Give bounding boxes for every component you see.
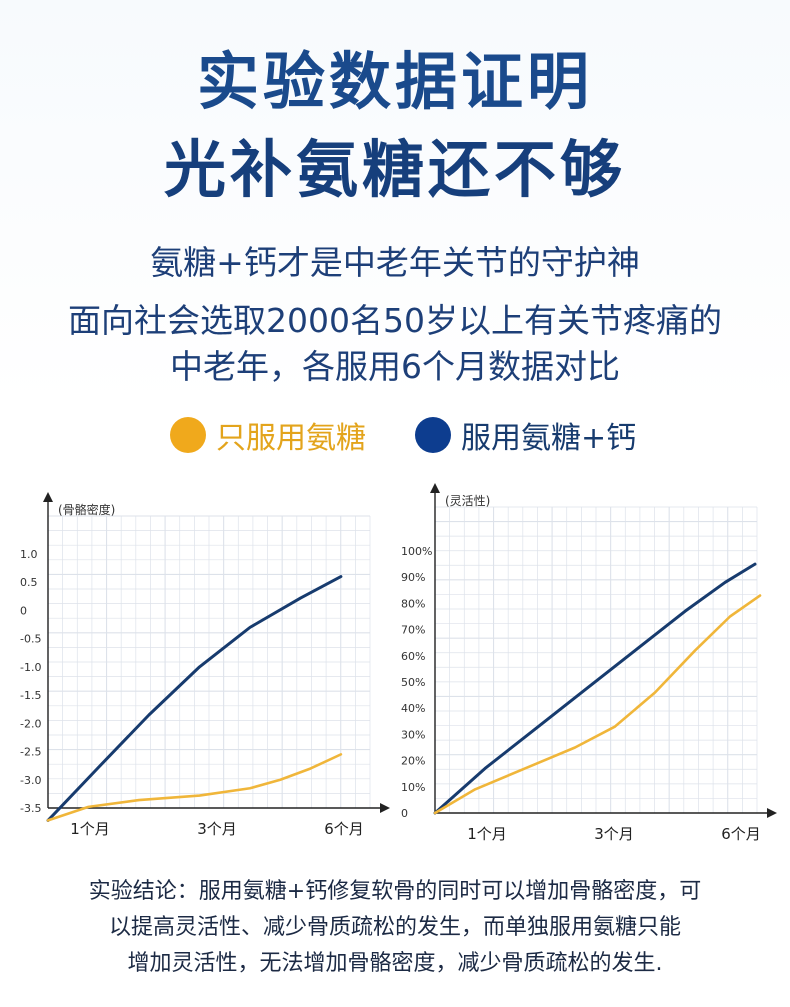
y-tick-label: -3.5 bbox=[20, 802, 41, 815]
y-axis-arrow bbox=[43, 492, 53, 502]
y-tick-label: 40% bbox=[401, 702, 425, 715]
legend-swatch-orange bbox=[170, 417, 206, 453]
y-tick-label: 70% bbox=[401, 624, 425, 637]
y-tick-label: -2.5 bbox=[20, 746, 41, 759]
x-tick-label: 6个月 bbox=[324, 820, 364, 838]
y-tick-label: 0 bbox=[401, 807, 408, 820]
legend-item-glucosamine-calcium: 服用氨糖+钙 bbox=[415, 410, 636, 460]
x-tick-label: 1个月 bbox=[70, 820, 110, 838]
page-title: 实验数据证明 bbox=[196, 45, 593, 118]
page-subtitle: 光补氨糖还不够 bbox=[163, 133, 626, 206]
legend-label: 服用氨糖+钙 bbox=[461, 421, 637, 456]
y-tick-label: 100% bbox=[401, 545, 432, 558]
chart-legend: 只服用氨糖 服用氨糖+钙 bbox=[0, 410, 790, 460]
legend-swatch-navy bbox=[415, 417, 451, 453]
y-tick-label: 50% bbox=[401, 676, 425, 689]
y-tick-label: 60% bbox=[401, 650, 425, 663]
y-tick-label: 90% bbox=[401, 571, 425, 584]
conclusion-line2: 以提高灵活性、减少骨质疏松的发生，而单独服用氨糖只能 bbox=[108, 915, 681, 940]
x-tick-label: 3个月 bbox=[594, 825, 634, 843]
y-tick-label: 1.0 bbox=[20, 548, 38, 561]
y-tick-label: 0 bbox=[20, 604, 27, 617]
y-tick-label: -0.5 bbox=[20, 633, 41, 646]
y-axis-label: (灵活性) bbox=[445, 494, 490, 508]
y-tick-label: 80% bbox=[401, 597, 425, 610]
y-tick-label: 0.5 bbox=[20, 576, 38, 589]
conclusion-line3: 增加灵活性，无法增加骨骼密度，减少骨质疏松的发生. bbox=[127, 951, 663, 976]
x-tick-label: 1个月 bbox=[467, 825, 507, 843]
series-line-navy bbox=[46, 575, 343, 822]
conclusion-line1: 实验结论：服用氨糖+钙修复软骨的同时可以增加骨骼密度，可 bbox=[88, 879, 702, 904]
legend-label: 只服用氨糖 bbox=[216, 421, 366, 456]
x-axis-arrow bbox=[767, 808, 777, 818]
y-tick-label: 20% bbox=[401, 755, 425, 768]
y-tick-label: -1.0 bbox=[20, 661, 41, 674]
y-axis-arrow bbox=[430, 483, 440, 493]
x-tick-label: 6个月 bbox=[721, 825, 761, 843]
legend-item-glucosamine: 只服用氨糖 bbox=[170, 410, 366, 460]
intro-description-line1: 面向社会选取2000名50岁以上有关节疼痛的 bbox=[68, 301, 722, 340]
x-tick-label: 3个月 bbox=[197, 820, 237, 838]
series-line-orange bbox=[433, 594, 762, 815]
series-line-orange bbox=[46, 753, 343, 822]
flexibility-chart: (灵活性) 100% 90% 80% 70% 60% 50% 40% 30% 20% 10% 0 1个月… bbox=[401, 483, 777, 843]
x-axis-arrow bbox=[380, 803, 390, 813]
series-line-navy bbox=[433, 562, 757, 815]
y-axis-label: (骨骼密度) bbox=[58, 502, 115, 517]
y-tick-label: 10% bbox=[401, 781, 425, 794]
y-tick-label: -1.5 bbox=[20, 689, 41, 702]
intro-headline: 氨糖+钙才是中老年关节的守护神 bbox=[150, 243, 640, 282]
y-tick-label: 30% bbox=[401, 728, 425, 741]
y-tick-label: -2.0 bbox=[20, 717, 41, 730]
y-tick-label: -3.0 bbox=[20, 774, 41, 787]
intro-description-line2: 中老年，各服用6个月数据对比 bbox=[170, 347, 620, 386]
bone-density-chart: (骨骼密度) 1.0 0.5 0 -0.5 -1.0 -1.5 -2.0 -2.5 -3.0 -3.… bbox=[20, 492, 390, 838]
